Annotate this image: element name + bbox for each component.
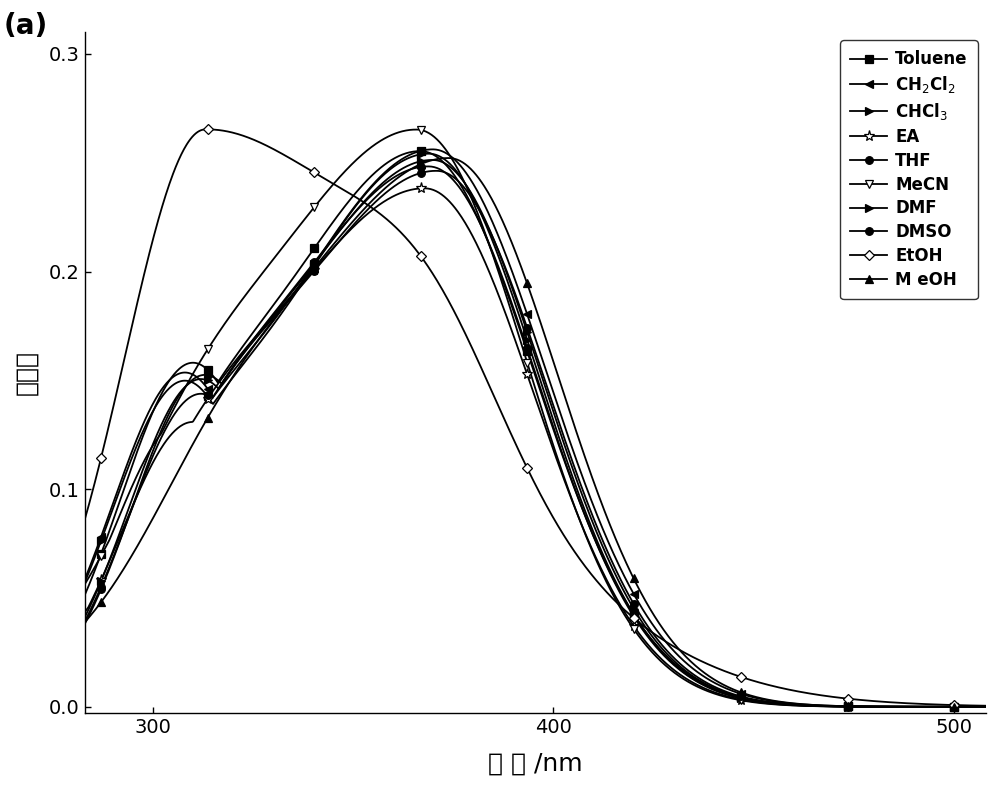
- Text: (a): (a): [4, 12, 48, 39]
- X-axis label: 波 长 /nm: 波 长 /nm: [488, 751, 583, 775]
- Legend: Toluene, CH$_2$Cl$_2$, CHCl$_3$, EA, THF, MeCN, DMF, DMSO, EtOH, M eOH: Toluene, CH$_2$Cl$_2$, CHCl$_3$, EA, THF…: [840, 40, 978, 299]
- Y-axis label: 吸光度: 吸光度: [14, 350, 38, 395]
